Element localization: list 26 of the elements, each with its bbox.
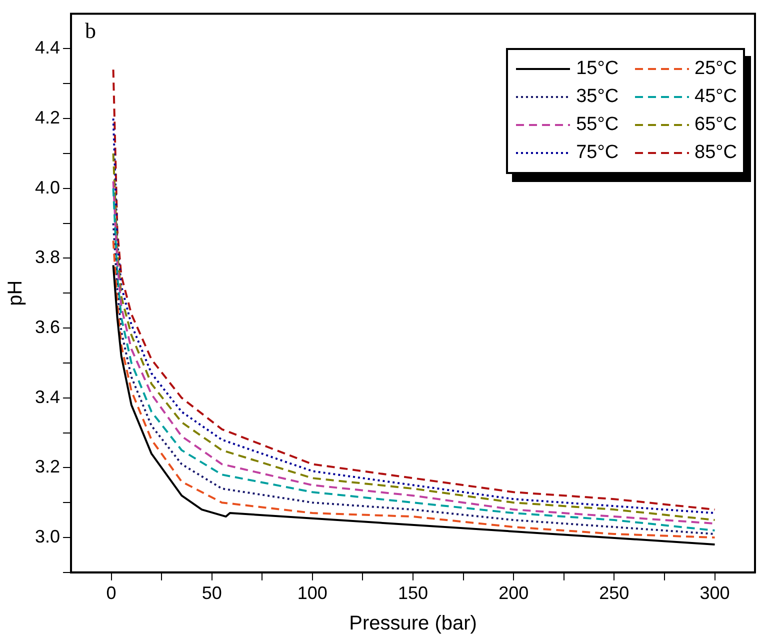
y-tick-label: 3.6 xyxy=(34,316,60,337)
x-tick-label: 300 xyxy=(700,583,730,604)
y-axis-title: pH xyxy=(4,280,27,306)
legend-label: 45°C xyxy=(694,86,737,108)
y-tick-label: 3.0 xyxy=(34,526,60,546)
annotation: b xyxy=(85,18,96,44)
legend-label: 15°C xyxy=(576,58,619,80)
x-tick-label: 200 xyxy=(498,583,529,604)
x-tick-label: 250 xyxy=(599,583,630,604)
x-tick-label: 50 xyxy=(202,583,222,604)
x-axis-title: Pressure (bar) xyxy=(349,612,477,635)
legend-label: 55°C xyxy=(576,114,619,136)
y-tick-label: 3.8 xyxy=(34,247,60,268)
y-tick-label: 3.4 xyxy=(34,386,60,407)
x-tick-label: 0 xyxy=(106,583,116,604)
x-tick-label: 100 xyxy=(297,583,328,604)
legend-label: 85°C xyxy=(694,142,737,164)
y-tick-label: 4.4 xyxy=(34,38,60,58)
y-tick-label: 4.0 xyxy=(34,177,60,198)
x-tick-label: 150 xyxy=(398,583,428,604)
legend-label: 65°C xyxy=(694,114,737,136)
legend-label: 75°C xyxy=(576,142,619,164)
y-tick-label: 3.2 xyxy=(34,456,60,477)
y-tick-label: 4.2 xyxy=(34,108,60,128)
legend-label: 25°C xyxy=(694,58,737,80)
legend-label: 35°C xyxy=(576,86,619,108)
